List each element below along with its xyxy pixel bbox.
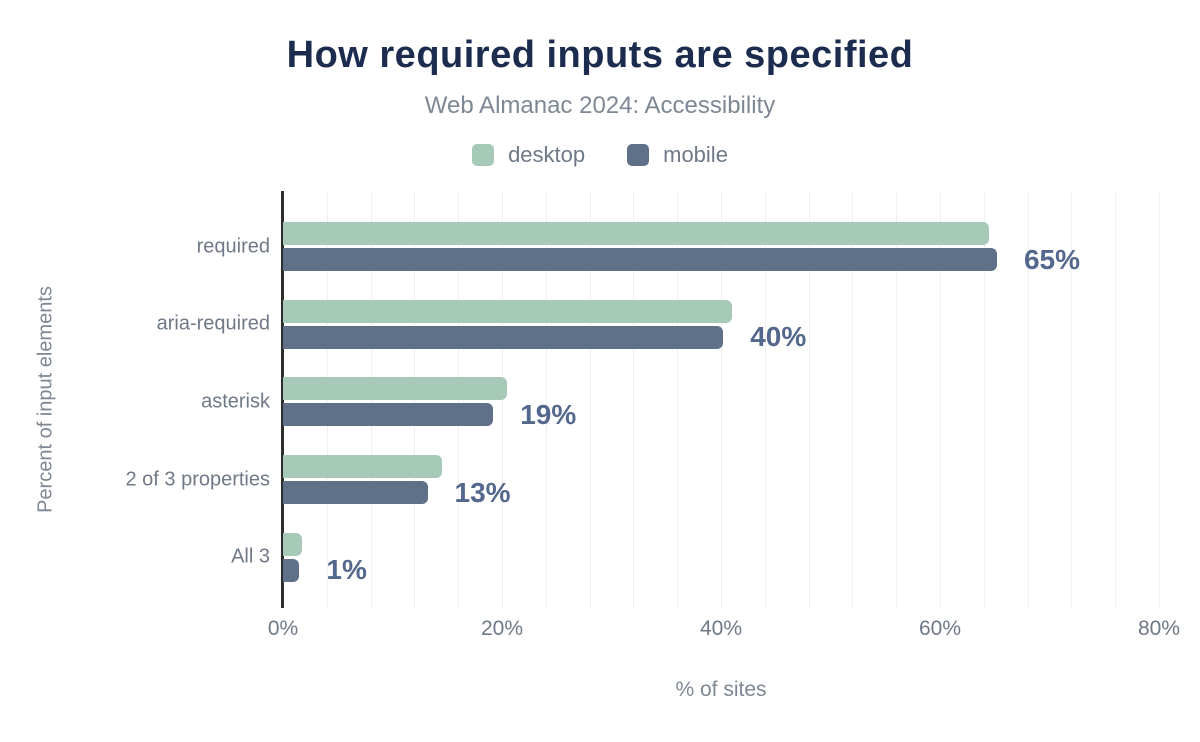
bar-mobile-2-of-3-properties — [283, 481, 428, 505]
x-tick-40pct: 40% — [699, 617, 743, 640]
category-label-aria-required: aria-required — [156, 312, 270, 335]
vertical-gridline — [545, 191, 547, 608]
legend-item-desktop: desktop — [472, 142, 585, 168]
legend: desktop mobile — [0, 142, 1200, 168]
vertical-gridline — [1071, 191, 1073, 608]
value-label-all-3: 1% — [326, 554, 367, 586]
value-label-2-of-3-properties: 13% — [454, 476, 511, 508]
vertical-gridline — [896, 191, 898, 608]
value-label-required: 65% — [1023, 243, 1080, 275]
desktop-swatch-icon — [472, 144, 495, 166]
x-tick-80pct: 80% — [1137, 617, 1181, 640]
bar-desktop-required — [283, 222, 990, 245]
chart-subtitle: Web Almanac 2024: Accessibility — [424, 92, 776, 119]
legend-item-mobile: mobile — [627, 142, 728, 168]
value-label-asterisk: 19% — [520, 398, 577, 430]
bar-desktop-aria-required — [283, 299, 732, 323]
vertical-gridline — [1115, 191, 1117, 608]
chart-title: How required inputs are specified — [286, 34, 914, 76]
category-label-2-of-3-properties: 2 of 3 properties — [125, 468, 270, 491]
vertical-gridline — [940, 191, 941, 608]
x-tick-0pct: 0% — [267, 617, 299, 640]
bar-mobile-required — [283, 248, 997, 271]
bar-mobile-asterisk — [283, 403, 494, 427]
x-tick-60pct: 60% — [918, 617, 962, 640]
vertical-gridline — [677, 191, 679, 608]
mobile-swatch-icon — [627, 144, 650, 166]
vertical-gridline — [633, 191, 635, 608]
x-axis-title: % of sites — [675, 678, 767, 701]
vertical-gridline — [983, 191, 985, 608]
x-tick-20pct: 20% — [480, 617, 524, 640]
vertical-gridline — [852, 191, 854, 608]
value-label-aria-required: 40% — [750, 321, 807, 353]
legend-label-desktop: desktop — [508, 142, 586, 167]
bar-desktop-all-3 — [283, 532, 302, 556]
vertical-gridline — [764, 191, 766, 608]
vertical-gridline — [721, 191, 722, 608]
category-label-all-3: All 3 — [231, 545, 270, 568]
bar-desktop-asterisk — [283, 377, 508, 401]
category-label-asterisk: asterisk — [201, 390, 270, 413]
vertical-gridline — [1159, 191, 1160, 608]
vertical-gridline — [808, 191, 810, 608]
vertical-gridline — [1027, 191, 1029, 608]
bar-mobile-all-3 — [283, 558, 300, 582]
plot-area — [281, 191, 1160, 608]
vertical-gridline — [589, 191, 591, 608]
bar-mobile-aria-required — [283, 325, 724, 349]
bar-desktop-2-of-3-properties — [283, 455, 442, 479]
category-label-required: required — [196, 235, 270, 257]
legend-label-mobile: mobile — [663, 142, 728, 167]
y-axis-line — [281, 191, 284, 608]
